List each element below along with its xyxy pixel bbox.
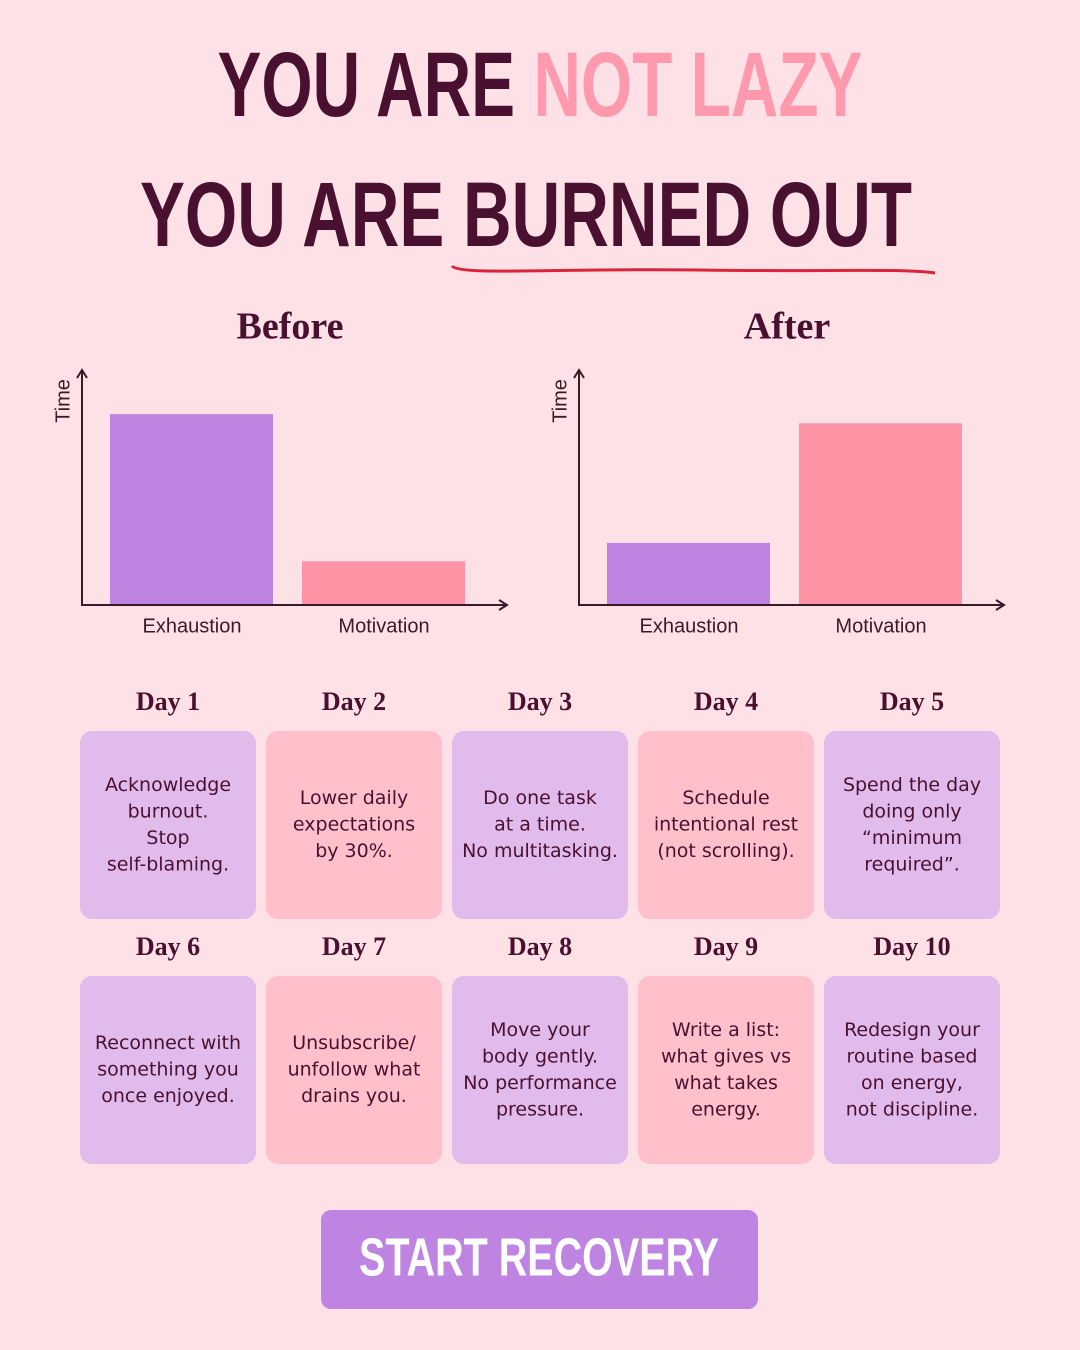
x-tick-label: Exhaustion [143,615,242,637]
card-text: what gives vs [661,1045,791,1067]
x-tick-label: Exhaustion [640,615,739,637]
axes [76,368,509,611]
card-text: (not scrolling). [657,840,794,862]
card-text: pressure. [496,1098,584,1120]
x-tick-label: Motivation [835,615,926,637]
headline: YOU ARE NOT LAZY [218,34,863,136]
card-text: Lower daily [300,787,408,809]
day-card [266,976,442,1164]
card-text: self-blaming. [107,853,229,875]
y-axis-label: Time [52,379,74,423]
card-text: Stop [146,827,189,849]
card-text: Schedule [682,787,769,809]
card-text: Reconnect with [95,1032,241,1054]
card-text: Unsubscribe/ [292,1032,416,1054]
card-text: on energy, [861,1072,963,1094]
headline-part: YOU ARE [140,164,463,266]
day-label: Day 3 [508,687,572,716]
card-text: something you [97,1059,239,1081]
day-label: Day 1 [136,687,200,716]
card-text: required”. [864,853,960,875]
day-label: Day 9 [694,932,758,961]
day-card [452,731,628,919]
card-text: drains you. [301,1085,407,1107]
card-text: what takes [674,1072,778,1094]
card-text: at a time. [494,814,586,836]
day-label: Day 2 [322,687,386,716]
card-text: once enjoyed. [101,1085,235,1107]
card-text: Write a list: [672,1019,780,1041]
card-text: energy. [691,1098,761,1120]
y-axis-label: Time [549,379,571,423]
card-text: not discipline. [846,1098,979,1120]
day-label: Day 10 [873,932,950,961]
bar [302,561,465,605]
headline: YOU ARE BURNED OUT [140,164,912,266]
underline [450,264,936,275]
card-text: expectations [293,814,415,836]
button-label[interactable]: START RECOVERY [359,1227,719,1287]
day-card [824,976,1000,1164]
card-text: doing only [862,800,961,822]
card-text: “minimum [862,827,962,849]
day-card [80,976,256,1164]
card-text: by 30%. [315,840,393,862]
card-text: body gently. [482,1045,598,1067]
bar [607,542,770,605]
start-button[interactable] [321,1210,758,1309]
axes [573,368,1006,611]
day-label: Day 5 [880,687,944,716]
day-label: Day 8 [508,932,572,961]
card-text: Spend the day [843,774,981,796]
x-tick-label: Motivation [338,615,429,637]
chart-title: After [744,306,831,348]
day-card [638,731,814,919]
headline-highlight: NOT LAZY [533,34,862,136]
card-text: Redesign your [844,1019,980,1041]
card-text: Move your [490,1019,590,1041]
headline-part: YOU ARE [218,34,534,136]
card-text: No multitasking. [462,840,618,862]
card-text: unfollow what [288,1059,421,1081]
day-card [824,731,1000,919]
bar [110,414,273,605]
card-text: routine based [847,1045,978,1067]
card-text: burnout. [128,800,209,822]
day-card [80,731,256,919]
day-card [638,976,814,1164]
bar [799,423,962,605]
headline-highlight: BURNED OUT [463,164,912,266]
day-card [266,731,442,919]
card-text: Acknowledge [105,774,231,796]
day-label: Day 4 [694,687,758,716]
day-label: Day 7 [322,932,386,961]
day-label: Day 6 [136,932,200,961]
card-text: intentional rest [654,814,798,836]
card-text: Do one task [483,787,597,809]
day-card [452,976,628,1164]
card-text: No performance [463,1072,617,1094]
chart-title: Before [237,306,344,348]
